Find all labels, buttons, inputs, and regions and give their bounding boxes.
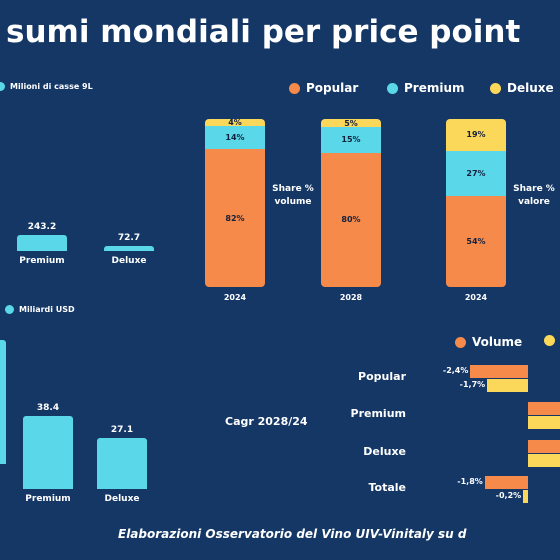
share-label-line: volume: [274, 197, 312, 207]
cagr-value-popular-0: -2,4%: [442, 366, 469, 375]
year-label-1: 2028: [339, 293, 363, 302]
stack-bar-1: 5% 15% 80%: [321, 119, 381, 287]
stack-seg-popular: 80%: [321, 152, 381, 287]
cagr-bar-totale-1: [523, 490, 528, 503]
bar-value-deluxe: 72.7: [117, 233, 141, 244]
cagr-category-premium: Premium: [350, 407, 406, 420]
value-unit-label: Miliardi USD: [5, 305, 75, 314]
share-label-0: Share % volume: [267, 183, 319, 209]
source-footer: Elaborazioni Osservatorio del Vino UIV-V…: [118, 527, 467, 541]
legend-premium: Premium: [387, 81, 465, 95]
value-unit-text: Miliardi USD: [19, 305, 75, 314]
legend-volume-text: Volume: [472, 335, 523, 349]
legend-premium-text: Premium: [404, 81, 465, 95]
share-label-line: Share %: [513, 184, 555, 194]
legend-popular: Popular: [289, 81, 358, 95]
cagr-title: Cagr 2028/24: [225, 415, 308, 428]
cagr-bar-deluxe-1: [528, 454, 560, 467]
bar-deluxe: [104, 246, 154, 251]
stack-seg-deluxe: 19%: [446, 119, 506, 151]
legend-popular-dot: [289, 82, 300, 94]
value-unit-dot: [5, 305, 14, 314]
bar-premium: [17, 234, 67, 251]
bar-value-premium: 38.4: [36, 403, 60, 414]
legend-deluxe: Deluxe: [490, 81, 554, 95]
stack-seg-premium: 27%: [446, 150, 506, 197]
cagr-value-popular-1: -1,7%: [459, 380, 486, 389]
cagr-category-deluxe: Deluxe: [363, 445, 406, 458]
cagr-category-totale: Totale: [368, 481, 406, 494]
year-label-2: 2024: [464, 293, 488, 302]
value-bar-partial: [0, 340, 6, 464]
share-label-line: Share %: [272, 184, 314, 194]
stack-seg-deluxe: 5%: [321, 119, 381, 128]
bar-premium: [23, 416, 73, 489]
cagr-bar-totale-0: [484, 476, 528, 489]
cagr-value-totale-1: -0,2%: [495, 491, 522, 500]
bar-category-deluxe: Deluxe: [104, 494, 140, 504]
stack-seg-popular: 82%: [205, 149, 265, 287]
stack-seg-premium: 14%: [205, 125, 265, 150]
stack-seg-deluxe: 4%: [205, 119, 265, 127]
volume-unit-text: Milioni di casse 9L: [10, 82, 93, 91]
share-label-line: valore: [518, 197, 550, 207]
stack-bar-2: 19% 27% 54%: [446, 119, 506, 287]
stack-seg-popular: 54%: [446, 196, 506, 287]
stack-bar-0: 4% 14% 82%: [205, 119, 265, 287]
bar-category-premium: Premium: [25, 494, 71, 504]
chart-title-text: sumi mondiali per price point: [6, 14, 521, 50]
cagr-category-popular: Popular: [358, 370, 406, 383]
cagr-bar-popular-0: [470, 365, 528, 378]
legend-valore: [544, 335, 555, 346]
legend-deluxe-dot: [490, 82, 501, 94]
share-label-2: Share % valore: [508, 183, 560, 209]
cagr-bar-premium-1: [528, 416, 560, 429]
cagr-value-totale-0: -1,8%: [457, 477, 483, 486]
legend-deluxe-text: Deluxe: [507, 81, 554, 95]
bar-category-premium: Premium: [19, 256, 65, 266]
volume-unit-dot: [0, 82, 5, 91]
year-label-0: 2024: [223, 293, 247, 302]
volume-unit-label: Milioni di casse 9L: [0, 82, 93, 91]
legend-popular-text: Popular: [306, 81, 359, 95]
cagr-bar-deluxe-0: [528, 440, 560, 453]
bar-deluxe: [97, 437, 147, 489]
cagr-bar-premium-0: [528, 402, 560, 415]
bar-category-deluxe: Deluxe: [111, 256, 147, 266]
legend-valore-dot: [544, 335, 555, 346]
stack-seg-premium: 15%: [321, 127, 381, 153]
legend-volume-dot: [455, 336, 466, 348]
legend-premium-dot: [387, 82, 398, 94]
legend-volume: Volume: [455, 335, 522, 349]
bar-value-premium: 243.2: [27, 221, 57, 232]
cagr-bar-popular-1: [487, 379, 528, 392]
bar-value-deluxe: 27.1: [110, 424, 134, 435]
